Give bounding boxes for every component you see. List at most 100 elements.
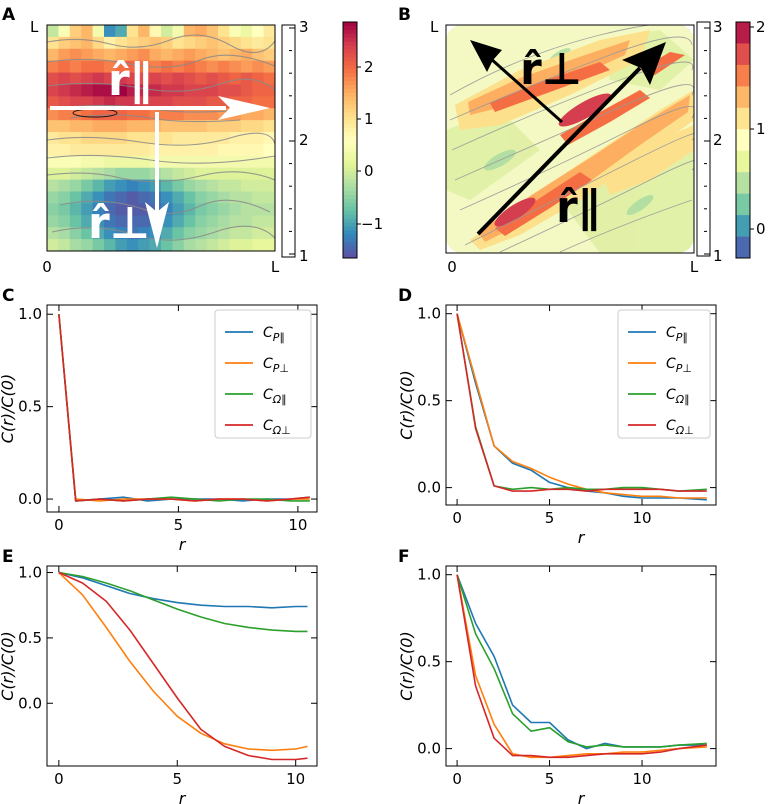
heatmap-cell (58, 203, 71, 216)
heatmap-cell (69, 72, 82, 86)
heatmap-cell (47, 155, 59, 169)
panel-f-xlabel: r (578, 789, 586, 804)
colorbar-segment (343, 41, 357, 47)
heatmap-cell (263, 120, 275, 133)
heatmap-cell (263, 155, 275, 169)
heatmap-cell (206, 108, 219, 121)
panel-a-cbar-0: 0 (364, 162, 374, 180)
heatmap-cell (195, 215, 208, 228)
heatmap-cell (47, 25, 59, 38)
colorbar-segment (343, 37, 357, 43)
heatmap-cell (92, 72, 105, 86)
panel-b-cbar-2: 2 (756, 18, 766, 36)
heatmap-cell (263, 96, 275, 109)
heatmap-cell (58, 84, 71, 97)
panel-d-xtick-label: 5 (545, 509, 555, 527)
heatmap-cell (263, 215, 275, 228)
heatmap-cell (183, 72, 196, 86)
heatmap-cell (92, 48, 105, 62)
heatmap-cell (92, 155, 105, 169)
heatmap-cell (206, 239, 219, 251)
colorbar-segment (736, 150, 750, 173)
heatmap-cell (69, 167, 82, 181)
heatmap-cell (115, 203, 128, 216)
panel-e-line-2 (58, 571, 308, 752)
heatmap-cell (58, 179, 71, 193)
heatmap-cell (115, 239, 128, 251)
heatmap-cell (252, 25, 265, 38)
heatmap-cell (229, 215, 242, 228)
panel-e-ytick-label: 0.0 (18, 694, 42, 712)
heatmap-cell (92, 203, 105, 216)
heatmap-cell (126, 143, 139, 157)
heatmap-cell (229, 143, 242, 157)
heatmap-cell (115, 60, 128, 74)
panel-b-arrow-perp (470, 40, 563, 124)
heatmap-cell (47, 72, 59, 86)
heatmap-cell (138, 132, 151, 145)
heatmap-cell (138, 120, 151, 133)
panel-c-line-4 (58, 314, 310, 502)
heatmap-cell (126, 167, 139, 181)
heatmap-cell (172, 36, 185, 50)
colorbar-segment (736, 86, 750, 109)
heatmap-cell (195, 143, 208, 157)
heatmap-cell (138, 215, 151, 228)
panel-d-ytick-label: 1.0 (417, 305, 441, 323)
panel-b-count-bar: 3 2 1 (696, 18, 723, 265)
colorbar-segment (343, 124, 357, 129)
heatmap-cell (104, 203, 116, 216)
colorbar-segment (343, 250, 357, 255)
panel-f-frame (445, 565, 717, 767)
colorbar-segment (343, 167, 357, 172)
heatmap-cell (195, 191, 208, 205)
heatmap-cell (240, 25, 253, 38)
colorbar-segment (343, 112, 357, 117)
heatmap-cell (115, 215, 128, 228)
heatmap-cell (172, 108, 185, 121)
heatmap-cell (263, 143, 275, 157)
colorbar-segment (343, 57, 357, 62)
heatmap-cell (126, 48, 139, 62)
heatmap-cell (126, 25, 139, 38)
colorbar-segment (736, 236, 750, 259)
heatmap-cell (252, 167, 265, 181)
heatmap-cell (206, 120, 219, 133)
heatmap-cell (126, 191, 139, 205)
heatmap-cell (161, 72, 173, 86)
heatmap-cell (218, 84, 230, 97)
heatmap-cell (138, 239, 151, 251)
heatmap-cell (81, 227, 94, 240)
heatmap-cell (81, 25, 94, 38)
panel-f-ytick-label: 0.5 (417, 653, 441, 671)
panel-a-arrow-perp (145, 112, 169, 248)
heatmap-cell (240, 239, 253, 251)
heatmap-cell (229, 227, 242, 240)
colorbar-segment (736, 215, 750, 237)
heatmap-cell (104, 227, 116, 240)
heatmap-cell (172, 191, 185, 205)
heatmap-cell (218, 239, 230, 251)
colorbar-segment (343, 45, 357, 51)
heatmap-cell (126, 239, 139, 251)
heatmap-cell (104, 36, 116, 50)
heatmap-cell (115, 48, 128, 62)
heatmap-cell (240, 36, 253, 50)
heatmap-cell (206, 36, 219, 50)
heatmap-cell (183, 36, 196, 50)
heatmap-cell (58, 96, 71, 109)
heatmap-cell (115, 132, 128, 145)
panel-a-cbar-m1: −1 (361, 215, 383, 233)
panel-c-legend (214, 309, 312, 439)
colorbar-segment (343, 33, 357, 39)
panel-b-colorbar: 2 1 0 (735, 18, 766, 259)
colorbar-segment (343, 254, 357, 259)
heatmap-cell (263, 84, 275, 97)
panel-c-ytick-label: 0.0 (18, 490, 42, 508)
heatmap-cell (69, 179, 82, 193)
panel-e-frame (46, 565, 318, 767)
panel-f-line-4 (456, 574, 707, 759)
panel-a-count-3: 3 (299, 18, 309, 36)
heatmap-cell (149, 239, 162, 251)
